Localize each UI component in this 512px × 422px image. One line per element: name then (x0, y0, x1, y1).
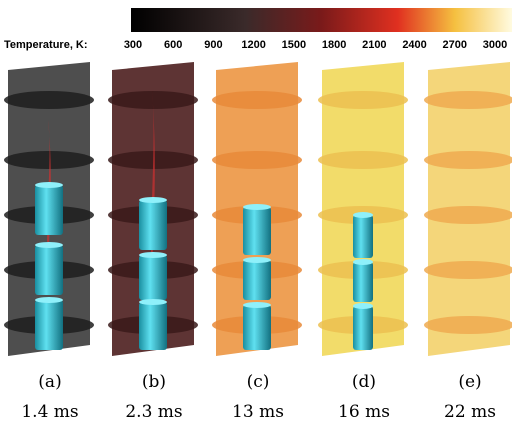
panel-time: 1.4 ms (21, 402, 78, 422)
cylinder-top (353, 303, 373, 309)
cylinder (353, 306, 373, 350)
colorbar-tick-label: 1500 (282, 39, 306, 51)
cylinder (139, 302, 167, 350)
cylinder (139, 200, 167, 250)
panel-time: 22 ms (444, 402, 496, 422)
cylinder (353, 262, 373, 302)
cylinder-top (353, 212, 373, 218)
panel: (e) 22 ms (424, 62, 512, 422)
cylinder-top (139, 299, 167, 305)
colorbar-tick-label: 2400 (402, 39, 426, 51)
cylinder (243, 260, 271, 300)
panel-time: 2.3 ms (125, 402, 182, 422)
slice (318, 91, 408, 109)
cylinder (139, 255, 167, 300)
colorbar-tick-label: 600 (164, 39, 182, 51)
panel: (c) 13 ms (212, 62, 302, 422)
panel-label: (e) (458, 372, 481, 392)
slice (212, 151, 302, 169)
slice (424, 316, 512, 334)
panel-label: (c) (247, 372, 270, 392)
colorbar-tick-label: 1200 (241, 39, 265, 51)
cylinder-top (139, 197, 167, 203)
cylinder (35, 185, 63, 235)
colorbar-tick-label: 2100 (362, 39, 386, 51)
colorbar-tick-label: 300 (124, 39, 142, 51)
cylinder-top (35, 242, 63, 248)
colorbar-tick-label: 2700 (443, 39, 467, 51)
colorbar-tick-label: 900 (204, 39, 222, 51)
cylinder-top (35, 297, 63, 303)
cylinder (243, 207, 271, 255)
slice (108, 151, 198, 169)
panel: (a) 1.4 ms (4, 62, 94, 422)
slice (212, 91, 302, 109)
cylinder-top (243, 204, 271, 210)
slice (4, 91, 94, 109)
panel-time: 16 ms (338, 402, 390, 422)
slice (424, 151, 512, 169)
slice (108, 91, 198, 109)
colorbar-label: Temperature, K: (4, 39, 88, 51)
cylinder (243, 305, 271, 350)
panel-label: (a) (38, 372, 61, 392)
colorbar-tick-label: 1800 (322, 39, 346, 51)
panel: (d) 16 ms (318, 62, 408, 422)
cylinder-top (139, 252, 167, 258)
slice (4, 151, 94, 169)
cylinder-top (35, 182, 63, 188)
slice (424, 206, 512, 224)
slice (424, 261, 512, 279)
panel-time: 13 ms (232, 402, 284, 422)
panel-label: (d) (352, 372, 376, 392)
cylinder (353, 215, 373, 258)
cylinder (35, 300, 63, 350)
panel: (b) 2.3 ms (108, 62, 198, 422)
colorbar-tick-label: 3000 (483, 39, 507, 51)
cylinder-top (243, 302, 271, 308)
slice (318, 151, 408, 169)
slice (424, 91, 512, 109)
cylinder-top (353, 259, 373, 265)
colorbar (131, 8, 512, 32)
cylinder-top (243, 257, 271, 263)
cylinder (35, 245, 63, 295)
panel-label: (b) (142, 372, 166, 392)
